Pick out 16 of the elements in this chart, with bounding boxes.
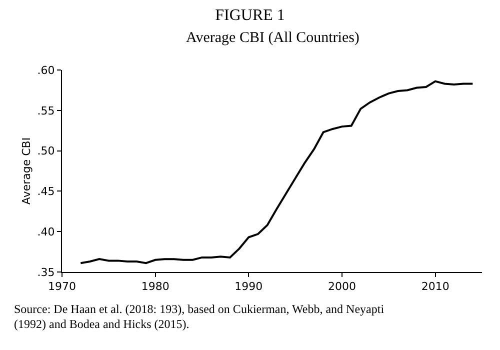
x-tick-label: 2000 [328, 280, 356, 294]
x-tick-label: 1990 [234, 280, 263, 294]
y-axis-title: Average CBI [20, 137, 33, 205]
y-tick-label: .45 [37, 185, 55, 198]
y-tick-label: .50 [37, 144, 55, 158]
y-tick-label: .35 [37, 266, 55, 279]
x-tick-label: 2010 [421, 280, 450, 294]
y-tick-label: .60 [37, 64, 55, 77]
y-tick-label: .55 [37, 104, 55, 118]
source-note: Source: De Haan et al. (2018: 193), based on Cukierman, Webb, and Neyapti (1992) and Bodea and Hicks (2015). [14, 302, 385, 331]
line-series [80, 80, 474, 264]
chart-subtitle: Average CBI (All Countries) [186, 30, 360, 46]
y-tick-label: .40 [37, 225, 55, 238]
chart-title: FIGURE 1 [215, 6, 285, 24]
x-tick-label: 1980 [141, 280, 170, 294]
x-tick-label: 1970 [48, 280, 76, 294]
